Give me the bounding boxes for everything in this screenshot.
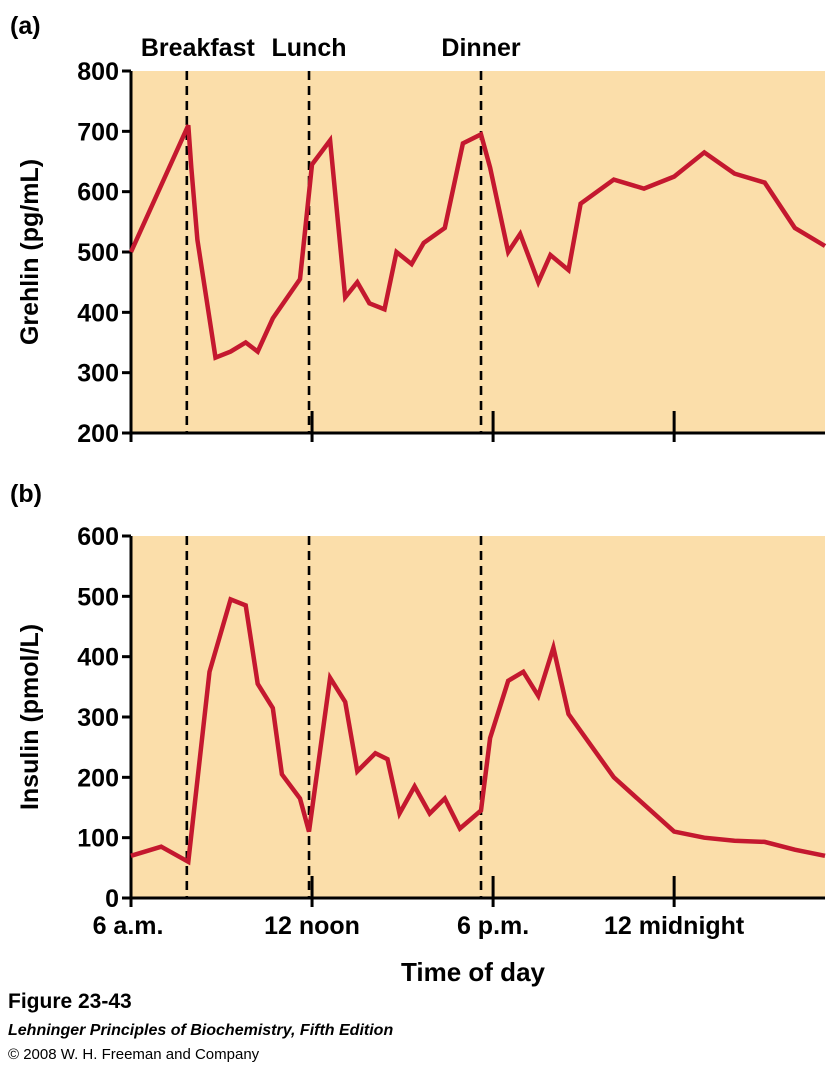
meal-label-lunch: Lunch (272, 34, 347, 62)
x-tick-label: 6 p.m. (457, 912, 529, 940)
figure-number: Figure 23-43 (8, 990, 132, 1013)
y-tick-label-a: 400 (77, 299, 119, 327)
x-tick-label: 12 midnight (604, 912, 745, 940)
y-tick-label-b: 300 (77, 704, 119, 732)
copyright: © 2008 W. H. Freeman and Company (8, 1046, 260, 1063)
series-line-insulin (130, 596, 826, 866)
book-title: Lehninger Principles of Biochemistry, Fi… (8, 1022, 394, 1039)
panel-b: (b) 0 100 200 300 400 500 600 6 a.m. 12 noon 6 p.m… (10, 480, 826, 987)
panel-label-b: (b) (10, 480, 42, 508)
panel-a: (a) Breakfast Lunch Dinner 200 300 400 500 600 70… (10, 12, 827, 448)
y-tick-label-a: 600 (77, 179, 119, 207)
y-tick-label-a: 200 (77, 420, 119, 448)
y-axis-title-a: Grehlin (pg/mL) (16, 159, 44, 345)
y-axis-title-b: Insulin (pmol/L) (16, 624, 44, 810)
series-line-ghrelin (128, 124, 827, 361)
x-tick-label: 6 a.m. (93, 912, 164, 940)
plot-area-b (131, 536, 825, 898)
y-tick-label-a: 700 (77, 118, 119, 146)
y-tick-label-b: 0 (105, 885, 119, 913)
plot-area-a (131, 71, 825, 433)
y-tick-label-b: 100 (77, 825, 119, 853)
x-tick-label: 12 noon (264, 912, 360, 940)
y-tick-label-a: 300 (77, 360, 119, 388)
x-axis-title: Time of day (401, 957, 546, 987)
y-tick-label-b: 400 (77, 644, 119, 672)
y-tick-label-b: 500 (77, 583, 119, 611)
y-tick-label-b: 600 (77, 523, 119, 551)
panel-label-a: (a) (10, 12, 41, 40)
meal-label-dinner: Dinner (441, 34, 520, 62)
y-tick-label-a: 800 (77, 58, 119, 86)
meal-label-breakfast: Breakfast (141, 34, 256, 62)
y-tick-label-b: 200 (77, 764, 119, 792)
y-tick-label-a: 500 (77, 239, 119, 267)
